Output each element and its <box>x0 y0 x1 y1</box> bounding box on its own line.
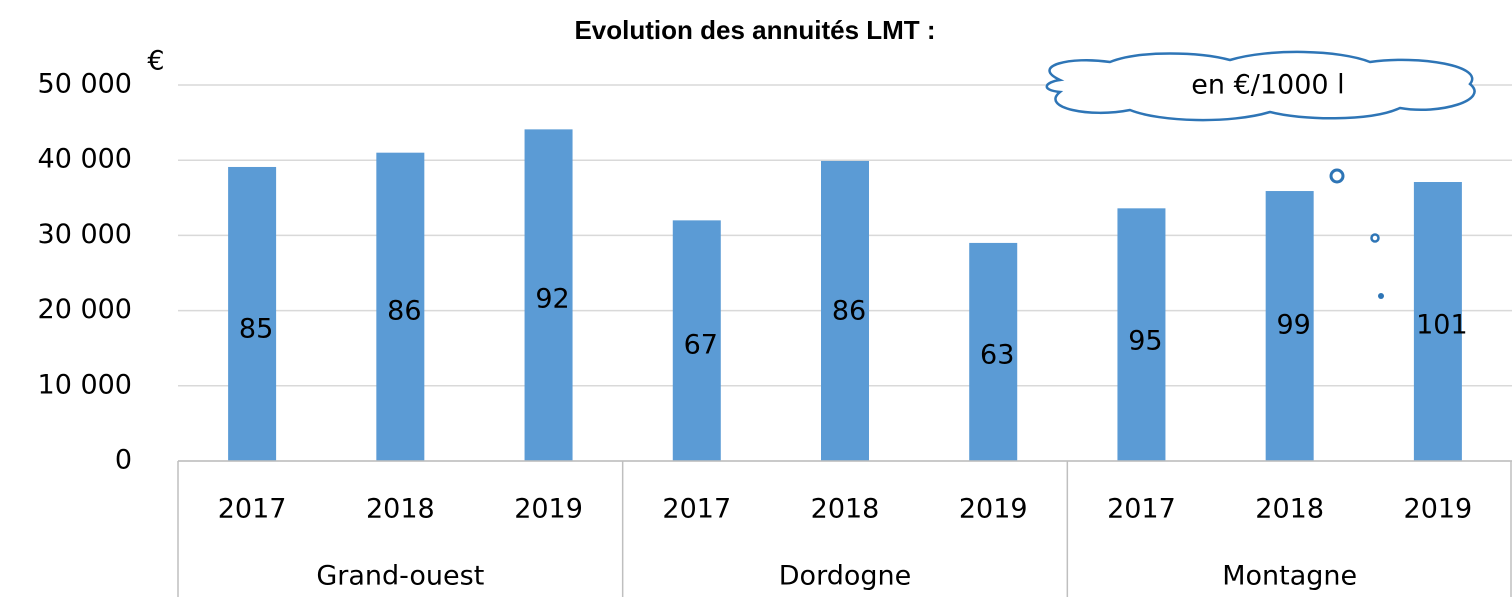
callout-dot <box>1370 233 1380 243</box>
callout-dot <box>1329 168 1345 184</box>
bar-annotation: 85 <box>239 314 273 345</box>
bar-annotation: 67 <box>684 330 718 361</box>
group-label: Montagne <box>1222 561 1357 592</box>
y-tick-label: 20 000 <box>38 294 132 325</box>
bar-annotation: 92 <box>535 284 569 315</box>
group-label: Grand-ouest <box>316 561 484 592</box>
x-tick-label: 2019 <box>959 494 1028 525</box>
y-axis-label: € <box>147 46 164 77</box>
plot: 0 10 000 20 000 30 000 40 000 50 000 85 2017 86 2… <box>38 69 1512 597</box>
y-tick-label: 50 000 <box>38 69 132 100</box>
y-tick-label: 30 000 <box>38 219 132 250</box>
bar <box>1117 208 1166 461</box>
bar-annotation: 86 <box>387 296 421 327</box>
bar <box>672 220 721 461</box>
bar <box>969 242 1018 461</box>
bar-annotation: 63 <box>980 340 1014 371</box>
x-tick-label: 2019 <box>514 494 583 525</box>
group-label: Dordogne <box>779 561 911 592</box>
chart-title: Evolution des annuités LMT : <box>574 15 935 45</box>
bar <box>1265 191 1314 462</box>
y-tick-label: 10 000 <box>38 369 132 400</box>
x-tick-label: 2017 <box>662 494 731 525</box>
bar <box>524 129 573 462</box>
x-tick-label: 2019 <box>1404 494 1473 525</box>
bar <box>228 166 277 461</box>
bar <box>821 160 869 461</box>
bar-annotation: 86 <box>832 296 866 327</box>
x-tick-label: 2018 <box>366 494 435 525</box>
x-tick-label: 2017 <box>1107 494 1176 525</box>
bar <box>1413 182 1462 461</box>
bar-annotation: 101 <box>1416 310 1468 341</box>
callout-text: en €/1000 l <box>1191 70 1344 101</box>
callout-dot <box>1378 293 1384 299</box>
callout-cloud <box>1045 50 1476 122</box>
x-tick-label: 2017 <box>218 494 287 525</box>
bar-annotation: 99 <box>1276 310 1310 341</box>
x-tick-label: 2018 <box>1255 494 1324 525</box>
bar-annotation: 95 <box>1128 326 1162 357</box>
x-tick-label: 2018 <box>811 494 880 525</box>
y-tick-label: 40 000 <box>38 144 132 175</box>
y-tick-label: 0 <box>115 445 132 476</box>
bar <box>376 152 425 461</box>
